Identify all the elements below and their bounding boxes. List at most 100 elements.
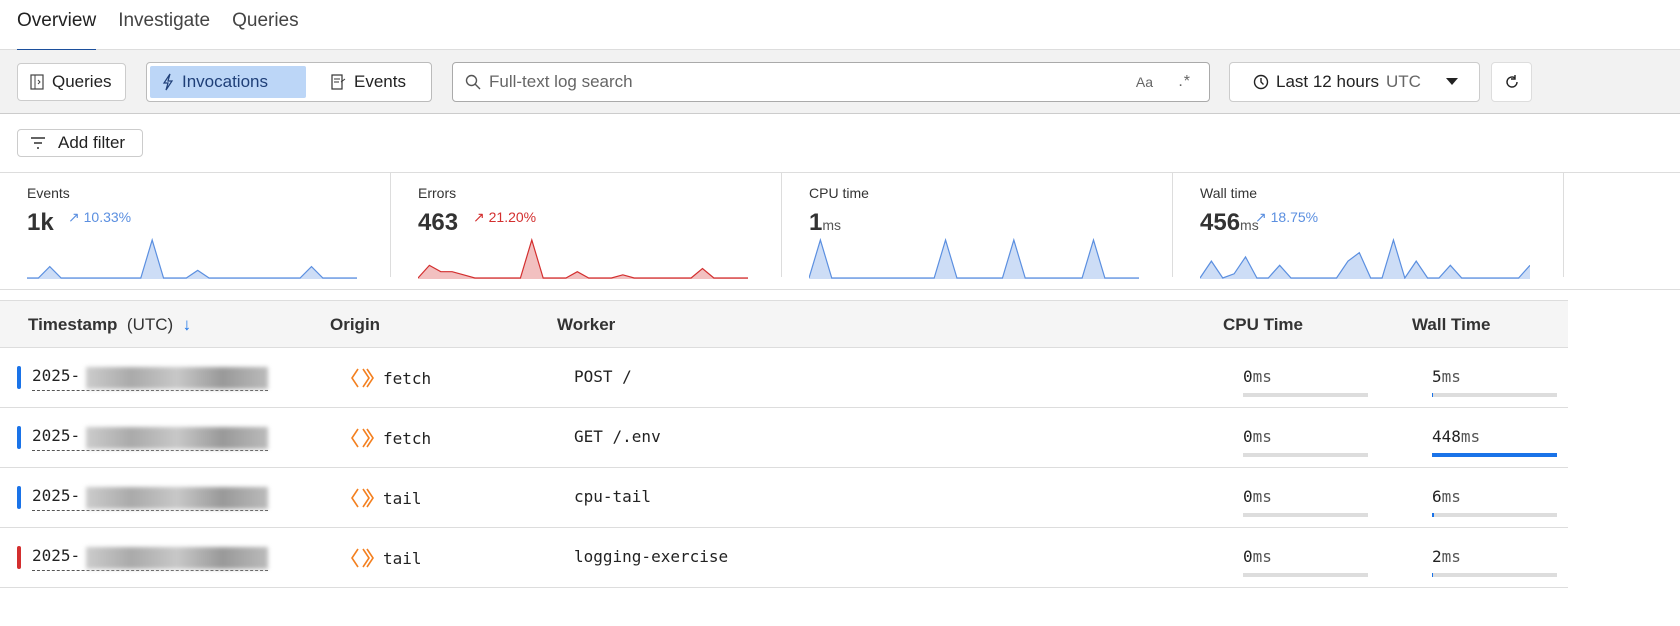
stat-value: 463 <box>418 209 781 237</box>
stat-value: 456ms <box>1200 209 1563 237</box>
refresh-button[interactable] <box>1491 62 1532 102</box>
search-input[interactable] <box>489 72 1109 92</box>
wall-unit: ms <box>1441 367 1461 386</box>
wall-time-bar <box>1432 513 1557 517</box>
match-case-toggle[interactable]: Aa <box>1135 74 1153 90</box>
tab-bar: Overview Investigate Queries <box>0 0 1680 51</box>
clock-icon <box>1253 74 1269 90</box>
caret-down-icon <box>1445 78 1458 85</box>
queries-panel-button[interactable]: Queries <box>17 63 126 101</box>
sparkline-line <box>809 237 1139 279</box>
status-indicator <box>17 366 21 389</box>
tab-investigate[interactable]: Investigate <box>118 10 211 31</box>
timestamp-cell[interactable]: 2025- <box>32 486 268 511</box>
stat-change-value: 21.20% <box>488 209 537 225</box>
timestamp-text: 2025- <box>32 546 81 565</box>
stat-change-value: 10.33% <box>83 209 132 225</box>
time-range-label: Last 12 hours <box>1276 72 1380 91</box>
worker-cell: GET /.env <box>574 427 661 446</box>
origin-text: fetch <box>383 428 432 448</box>
sparkline-area <box>809 240 1139 279</box>
cpu-time-bar <box>1243 453 1368 457</box>
wall-time-cell: 5ms <box>1432 367 1461 386</box>
worker-cell: logging-exercise <box>574 547 729 566</box>
stat-cpu-time: CPU time 1ms <box>782 173 1173 279</box>
cpu-time-cell: 0ms <box>1243 427 1272 446</box>
timestamp-cell[interactable]: 2025- <box>32 366 268 391</box>
sort-desc-icon[interactable]: ↓ <box>182 315 192 334</box>
sparkline-line <box>1200 237 1530 279</box>
toolbar: Queries Invocations Events Aa .* Last 12… <box>0 50 1680 114</box>
sparkline-area <box>1200 240 1530 279</box>
column-timestamp[interactable]: Timestamp (UTC) ↓ <box>28 315 191 335</box>
cpu-time-cell: 0ms <box>1243 547 1272 566</box>
origin-cell: tail <box>349 547 422 569</box>
column-wall-time[interactable]: Wall Time <box>1412 315 1491 334</box>
mode-events[interactable]: Events <box>319 66 418 98</box>
worker-origin-icon <box>351 368 374 388</box>
add-filter-button[interactable]: Add filter <box>17 129 143 157</box>
wall-value: 2 <box>1432 547 1442 566</box>
stat-change: ↗ 21.20% <box>473 209 536 226</box>
stat-value: 1ms <box>809 209 1172 237</box>
stat-label: Errors <box>418 185 457 201</box>
search-box: Aa .* <box>452 62 1210 102</box>
redacted-timestamp <box>86 367 268 389</box>
stat-number: 1 <box>809 209 823 236</box>
add-filter-label: Add filter <box>58 133 126 152</box>
wall-time-cell: 6ms <box>1432 487 1461 506</box>
wall-time-bar-fill <box>1432 453 1557 457</box>
time-range-dropdown[interactable]: Last 12 hours UTC <box>1229 62 1480 102</box>
wall-unit: ms <box>1460 427 1481 446</box>
table-row[interactable]: 2025- fetch GET /.env 0ms 448ms <box>0 408 1568 468</box>
wall-value: 6 <box>1432 487 1442 506</box>
origin-cell: fetch <box>349 427 431 449</box>
table-row[interactable]: 2025- fetch POST / 0ms 5ms <box>0 348 1568 408</box>
timestamp-cell[interactable]: 2025- <box>32 546 268 571</box>
stat-unit: ms <box>822 217 842 233</box>
redacted-timestamp <box>86 487 268 509</box>
origin-cell: tail <box>349 487 422 509</box>
timezone-label: UTC <box>1386 72 1421 91</box>
wall-value: 448 <box>1432 427 1461 446</box>
table-row[interactable]: 2025- tail logging-exercise 0ms 2ms <box>0 528 1568 588</box>
cpu-unit: ms <box>1252 367 1272 386</box>
wall-value: 5 <box>1432 367 1442 386</box>
mode-invocations-label: Invocations <box>182 72 268 91</box>
regex-toggle[interactable]: .* <box>1178 73 1191 90</box>
mode-invocations[interactable]: Invocations <box>150 66 306 98</box>
timestamp-header-label: Timestamp <box>28 315 118 334</box>
stat-label: CPU time <box>809 185 869 201</box>
sparkline-line <box>27 237 357 279</box>
cpu-value: 0 <box>1243 367 1253 386</box>
sparkline-line <box>418 237 748 279</box>
redacted-timestamp <box>86 427 268 449</box>
stat-number: 1k <box>27 209 54 236</box>
worker-cell: cpu-tail <box>574 487 652 506</box>
origin-cell: fetch <box>349 367 431 389</box>
wall-time-cell: 448ms <box>1432 427 1480 446</box>
stat-errors: Errors 463 ↗ 21.20% <box>391 173 782 279</box>
mode-toggle: Invocations Events <box>146 62 432 102</box>
column-cpu-time[interactable]: CPU Time <box>1223 315 1303 334</box>
trend-up-icon: ↗ <box>1255 209 1267 225</box>
wall-time-bar-fill <box>1432 573 1434 577</box>
cpu-value: 0 <box>1243 487 1253 506</box>
tab-queries[interactable]: Queries <box>232 10 299 31</box>
wall-time-bar <box>1432 393 1557 397</box>
sidebar-panel-icon <box>30 74 44 90</box>
trend-up-icon: ↗ <box>473 209 485 225</box>
stat-label: Events <box>27 185 70 201</box>
tab-overview[interactable]: Overview <box>17 0 97 51</box>
lightning-icon <box>162 73 174 91</box>
stat-label: Wall time <box>1200 185 1258 201</box>
table-row[interactable]: 2025- tail cpu-tail 0ms 6ms <box>0 468 1568 528</box>
column-origin[interactable]: Origin <box>330 315 381 334</box>
column-worker[interactable]: Worker <box>557 315 616 334</box>
cpu-unit: ms <box>1252 427 1272 446</box>
cpu-time-cell: 0ms <box>1243 487 1272 506</box>
queries-label: Queries <box>52 72 112 91</box>
cpu-unit: ms <box>1252 487 1272 506</box>
timestamp-cell[interactable]: 2025- <box>32 426 268 451</box>
wall-time-bar <box>1432 573 1557 577</box>
